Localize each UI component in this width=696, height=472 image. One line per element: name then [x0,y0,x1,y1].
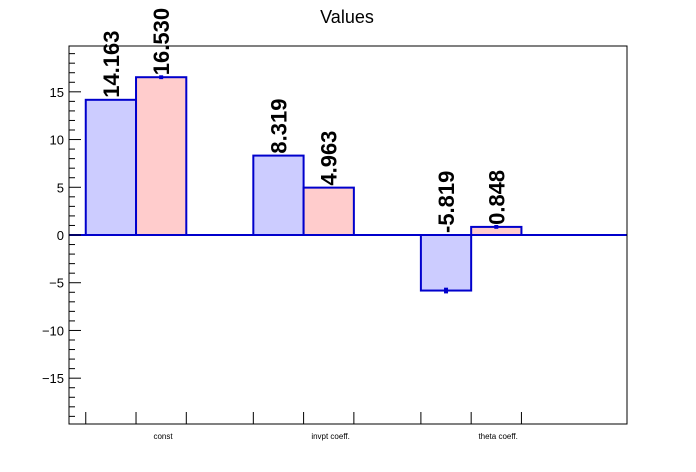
value-label-1-0: 16.530 [149,8,174,75]
value-labels: 14.163 8.319 -5.819 16.530 4.963 0.848 [99,8,509,233]
y-tick-label: 5 [57,180,64,195]
y-tick-label: −15 [42,371,64,386]
y-tick-label: 15 [50,85,64,100]
y-tick-label: 10 [50,133,64,148]
y-tick-label: −5 [49,276,64,291]
x-category-label: invpt coeff. [311,432,350,441]
y-tick-label: −10 [42,323,64,338]
bar-1-1 [302,186,355,237]
y-axis: −15 −10 −5 0 5 10 15 [42,53,81,417]
x-category-label: const [153,432,173,441]
value-label-1-1: 4.963 [317,131,342,186]
value-label-0-2: -5.819 [434,171,459,233]
x-axis: const invpt coeff. theta coeff. [85,412,522,441]
x-category-label: theta coeff. [478,432,517,441]
bar-0-1 [252,154,305,237]
bar-0-2 [419,234,473,292]
value-label-0-0: 14.163 [99,31,124,98]
y-tick-label: 0 [57,228,64,243]
value-label-1-2: 0.848 [484,170,509,225]
value-label-0-1: 8.319 [266,99,291,154]
chart-title: Values [320,7,374,27]
bar-1-0 [135,76,188,236]
bar-0-0 [84,98,138,236]
